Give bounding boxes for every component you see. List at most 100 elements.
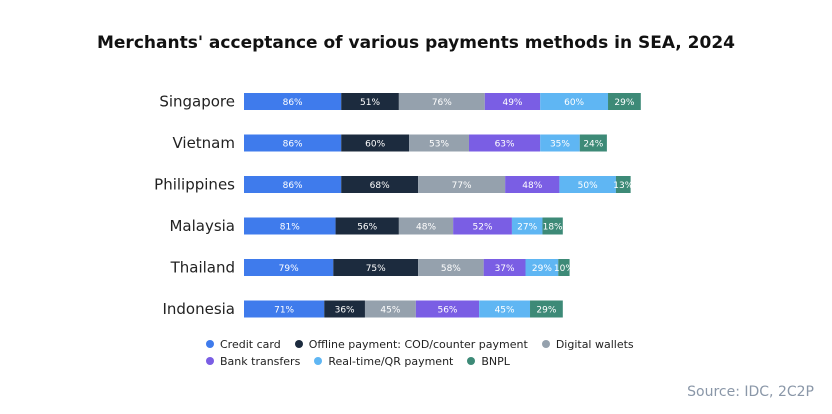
legend-row: Bank transfers Real-time/QR payment BNPL	[206, 355, 648, 372]
bar-data-label: 45%	[380, 306, 400, 316]
bar-segment	[341, 93, 399, 110]
legend-item: Credit card	[206, 338, 281, 351]
bar-segment	[333, 259, 419, 276]
bar-segment	[341, 176, 419, 193]
legend-label: Bank transfers	[220, 355, 301, 368]
bar-data-label: 53%	[429, 140, 449, 150]
bar-data-label: 60%	[564, 98, 584, 108]
bar-data-label: 18%	[543, 223, 563, 233]
bar-data-label: 86%	[283, 181, 303, 191]
bar-data-label: 29%	[532, 264, 552, 274]
bar-segment	[244, 176, 342, 193]
bar-data-label: 56%	[437, 306, 457, 316]
bar-data-label: 51%	[360, 98, 380, 108]
bar-segment	[484, 93, 541, 110]
bar-data-label: 48%	[522, 181, 542, 191]
legend-label: Real-time/QR payment	[328, 355, 454, 368]
bar-data-label: 49%	[502, 98, 522, 108]
bar-segment	[453, 217, 512, 235]
bar-segment	[505, 176, 560, 193]
legend-label: Digital wallets	[555, 338, 634, 351]
category-label: Malaysia	[169, 217, 235, 235]
bar-data-label: 48%	[416, 223, 436, 233]
bar-data-label: 52%	[473, 223, 493, 233]
bar-data-label: 68%	[370, 181, 390, 191]
bar-data-label: 35%	[550, 140, 570, 150]
bar-data-label: 76%	[432, 98, 452, 108]
bar-segment	[415, 300, 480, 318]
bar-data-label: 29%	[536, 306, 556, 316]
bar-segment	[409, 134, 469, 152]
bar-data-label: 36%	[335, 306, 355, 316]
bar-segment	[244, 259, 334, 276]
legend-item: Digital wallets	[541, 338, 634, 351]
legend-dot-icon	[314, 357, 323, 365]
bar-data-label: 86%	[283, 98, 303, 108]
legend-item: BNPL	[467, 355, 510, 368]
legend: Credit card Offline payment: COD/counter …	[206, 338, 648, 372]
bar-segment	[540, 134, 580, 152]
bar-segment	[341, 134, 410, 152]
bar-data-label: 50%	[578, 181, 598, 191]
bar-data-label: 81%	[280, 223, 300, 233]
bar-data-label: 29%	[614, 98, 634, 108]
bar-segment	[335, 217, 399, 235]
bar-segment	[324, 300, 365, 318]
bar-segment	[244, 300, 325, 318]
bar-segment	[525, 259, 559, 276]
bar-data-label: 63%	[495, 140, 515, 150]
bar-segment	[244, 93, 342, 110]
category-label: Philippines	[154, 176, 235, 194]
bar-data-label: 79%	[279, 264, 299, 274]
bar-segment	[483, 259, 526, 276]
legend-dot-icon	[206, 340, 214, 348]
bar-data-label: 10%	[554, 264, 574, 274]
bar-segment	[530, 300, 563, 318]
bar-segment	[559, 176, 616, 193]
bar-data-label: 75%	[366, 264, 386, 274]
legend-dot-icon	[294, 340, 303, 348]
bar-data-label: 24%	[583, 140, 603, 150]
bar-segment	[398, 93, 485, 110]
bar-segment	[542, 217, 563, 235]
bar-data-label: 56%	[357, 223, 377, 233]
bar-data-label: 71%	[274, 306, 294, 316]
bar-segment	[608, 93, 641, 110]
bar-data-label: 37%	[495, 264, 515, 274]
bar-data-label: 86%	[283, 140, 303, 150]
bar-data-label: 27%	[517, 223, 537, 233]
bar-data-label: 58%	[441, 264, 461, 274]
legend-label: Offline payment: COD/counter payment	[308, 338, 528, 351]
legend-item: Offline payment: COD/counter payment	[294, 338, 528, 351]
legend-label: BNPL	[481, 355, 510, 368]
bar-segment	[479, 300, 531, 318]
legend-label: Credit card	[220, 338, 281, 351]
bar-data-label: 77%	[452, 181, 472, 191]
bar-segment	[398, 217, 454, 235]
bar-segment	[468, 134, 541, 152]
bar-segment	[418, 259, 484, 276]
legend-dot-icon	[206, 357, 214, 365]
chart-title: Merchants' acceptance of various payment…	[96, 33, 735, 53]
legend-item: Bank transfers	[206, 355, 300, 368]
legend-row: Credit card Offline payment: COD/counter …	[206, 338, 648, 355]
bar-data-label: 13%	[613, 181, 633, 191]
category-label: Indonesia	[162, 300, 235, 318]
legend-dot-icon	[467, 357, 476, 365]
bar-data-label: 45%	[495, 306, 515, 316]
bar-segment	[579, 134, 607, 152]
category-label: Vietnam	[172, 134, 235, 152]
bar-segment	[364, 300, 416, 318]
legend-dot-icon	[541, 340, 550, 348]
bar-segment	[244, 217, 336, 235]
bar-segment	[244, 134, 342, 152]
bar-segment	[511, 217, 543, 235]
bar-segment	[540, 93, 609, 110]
category-label: Thailand	[170, 259, 235, 277]
bar-data-label: 60%	[365, 140, 385, 150]
bar-segment	[615, 176, 631, 193]
legend-item: Real-time/QR payment	[314, 355, 453, 368]
source-note: Source: IDC, 2C2P	[687, 384, 814, 400]
category-label: Singapore	[159, 93, 235, 111]
